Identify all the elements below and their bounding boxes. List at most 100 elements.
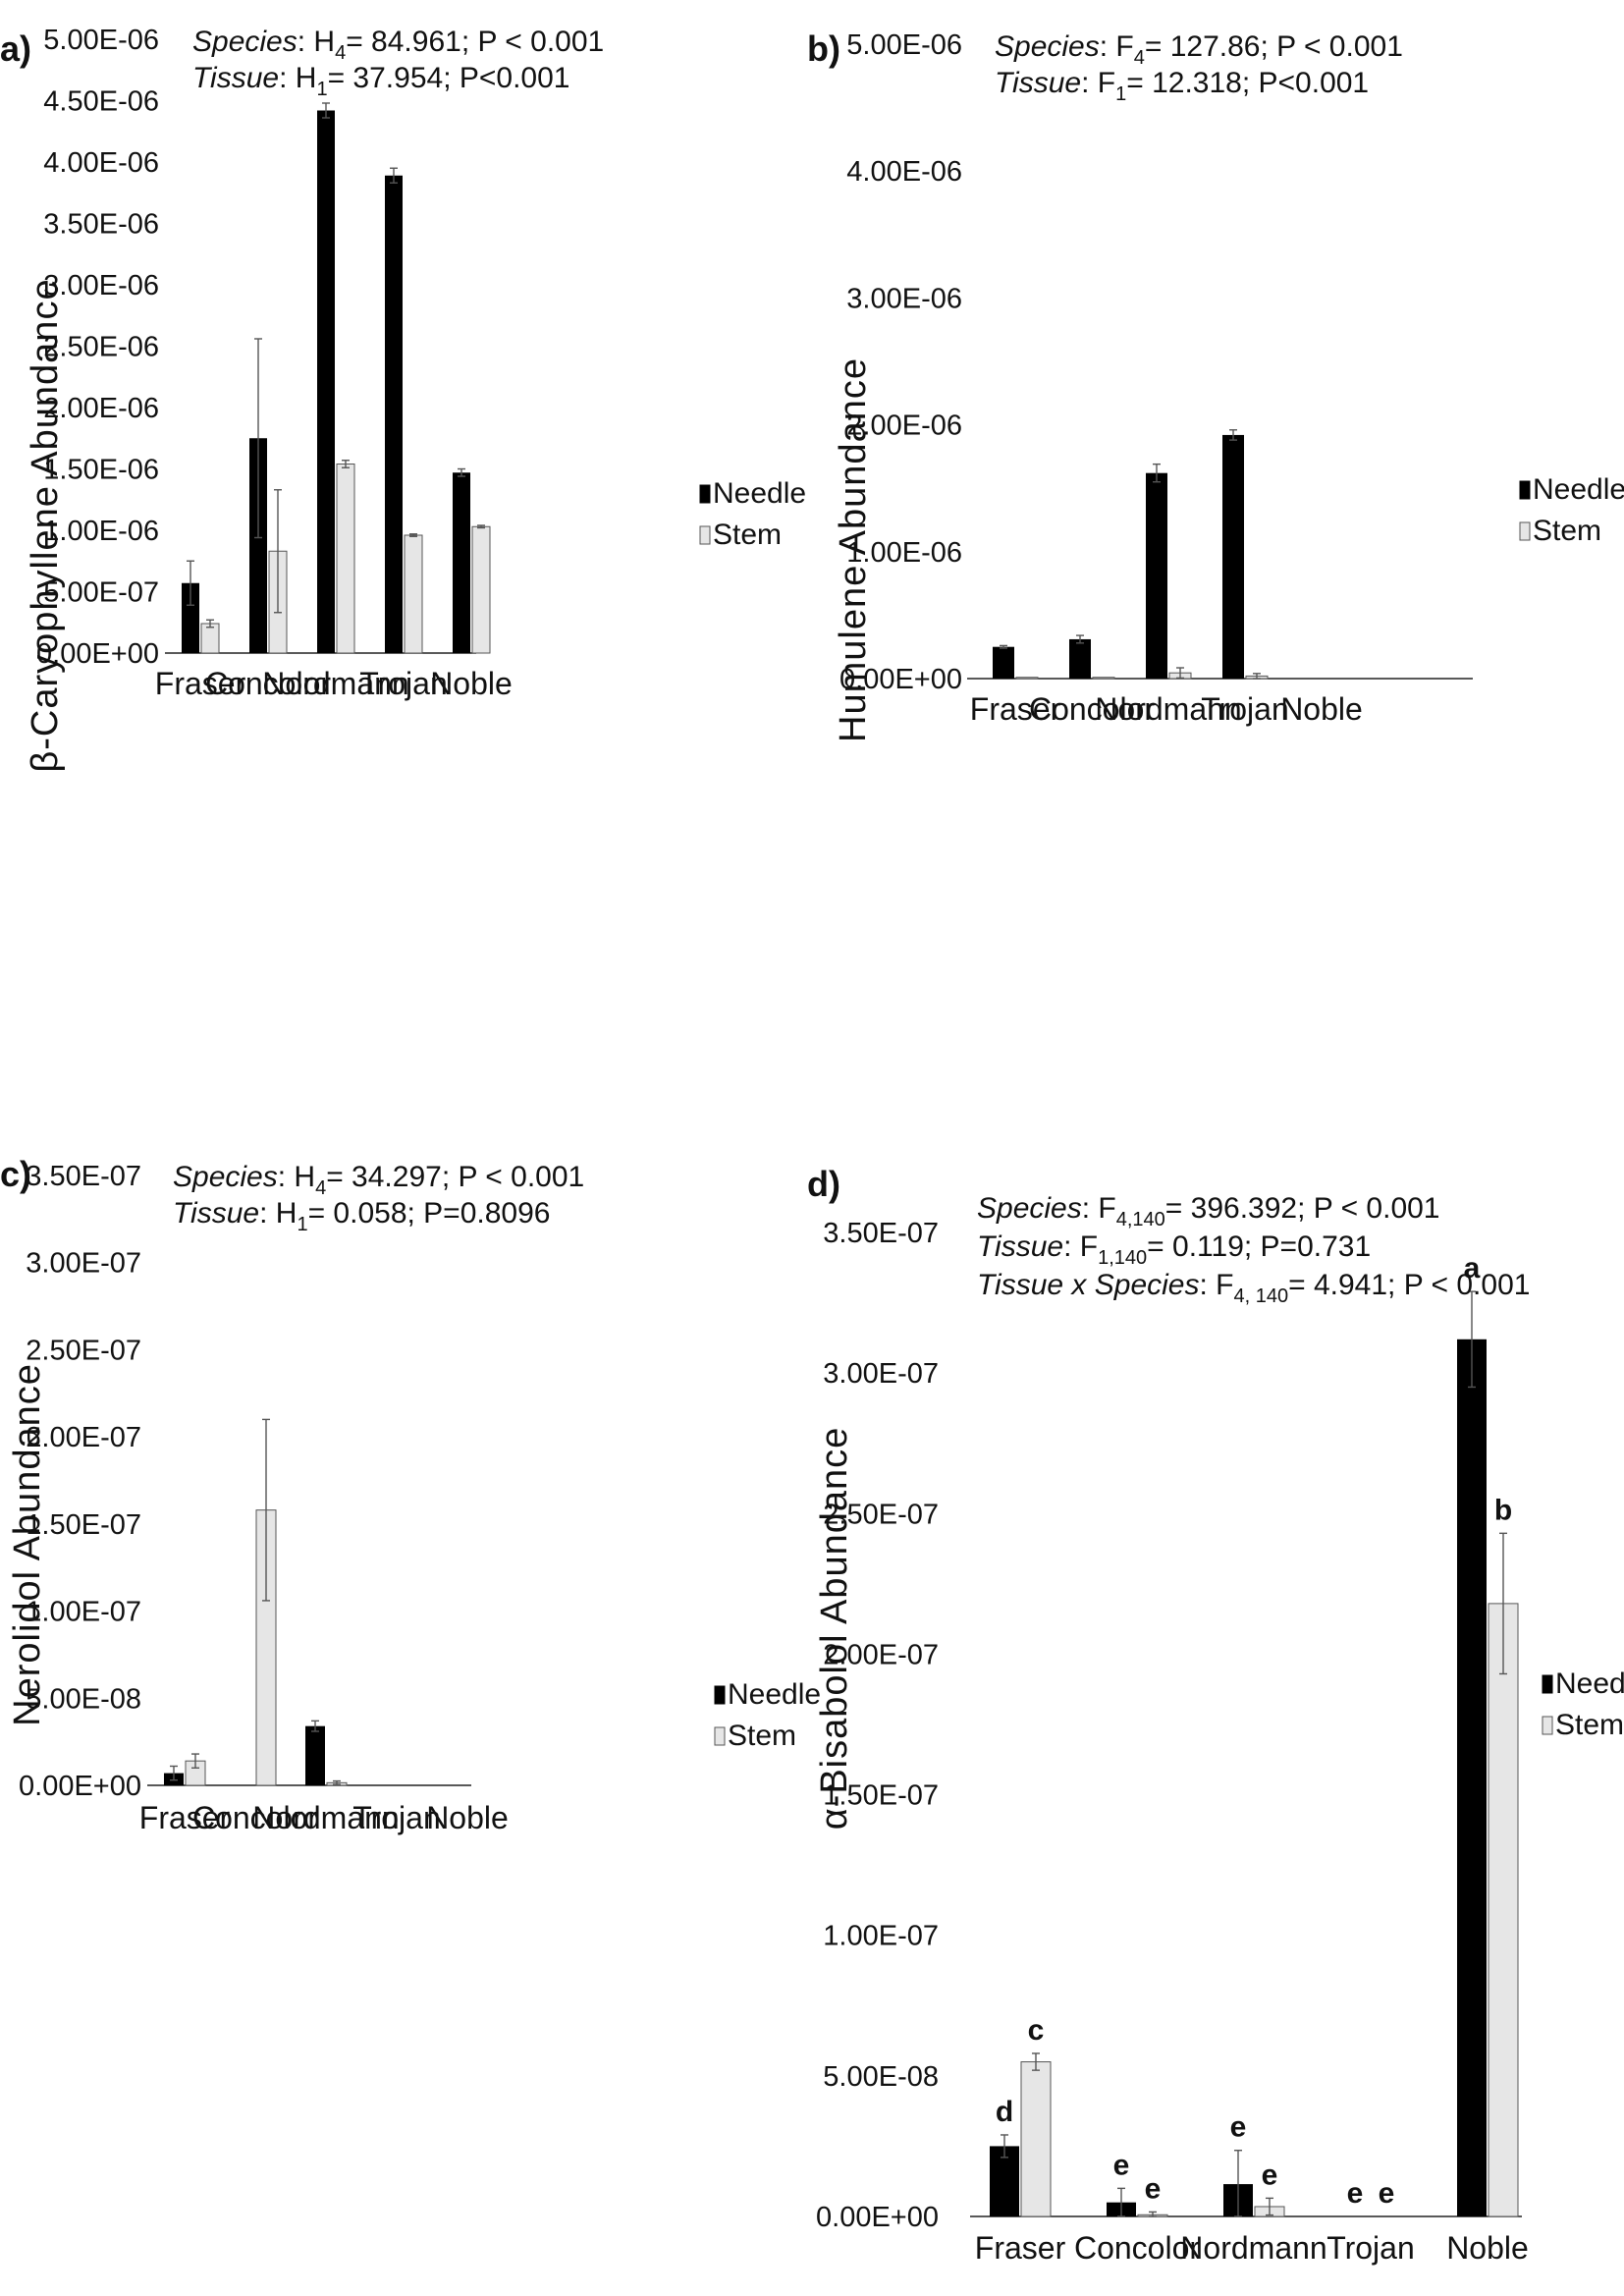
legend-needle-label: Needle: [1555, 1667, 1624, 1700]
y-axis-label: α-Bisabolol Abundance: [814, 1427, 855, 1831]
x-tick-label: Nordmann: [252, 1800, 399, 1835]
y-tick-label: 2.00E-06: [846, 410, 962, 442]
stat-annotation: Species: H4= 34.297; P < 0.001: [173, 1161, 584, 1199]
significance-letter: a: [1464, 1252, 1481, 1285]
stem-bar: [200, 623, 220, 654]
needle-bar: [1457, 1339, 1487, 2216]
panel-label: c): [0, 1154, 31, 1194]
stat-annotation: Tissue: F1= 12.318; P<0.001: [995, 67, 1369, 105]
y-tick-label: 4.50E-06: [43, 86, 159, 118]
x-tick-label: Concolor: [205, 666, 331, 701]
y-tick-label: 0.00E+00: [19, 1771, 141, 1802]
y-tick-label: 2.50E-07: [26, 1335, 141, 1366]
y-tick-label: 5.00E-08: [823, 2061, 939, 2093]
x-tick-label: Noble: [1446, 2230, 1529, 2266]
stat-annotation: Species: F4= 127.86; P < 0.001: [995, 30, 1403, 69]
y-tick-label: 3.50E-06: [43, 209, 159, 241]
legend-stem-label: Stem: [713, 519, 782, 551]
y-axis-label: Nerolidol Abundance: [7, 1363, 48, 1726]
x-tick-label: Fraser: [139, 1800, 231, 1835]
y-tick-label: 3.00E-07: [26, 1248, 141, 1280]
y-tick-label: 0.00E+00: [816, 2202, 939, 2233]
stat-annotation: Tissue x Species: F4, 140= 4.941; P < 0.…: [977, 1269, 1530, 1307]
needle-bar: [1069, 638, 1091, 679]
y-tick-label: 5.00E-08: [26, 1683, 141, 1715]
x-tick-label: Trojan: [352, 1800, 441, 1835]
y-tick-label: 2.50E-06: [43, 332, 159, 363]
stat-annotation: Tissue: H1= 37.954; P<0.001: [192, 62, 569, 100]
y-axis-label: Humulene Abundance: [833, 357, 874, 742]
needle-bar: [249, 438, 267, 653]
y-tick-label: 5.00E-07: [43, 577, 159, 609]
stat-annotation: Tissue: F1,140= 0.119; P=0.731: [977, 1230, 1371, 1269]
legend-needle-label: Needle: [713, 477, 806, 510]
needle-bar: [182, 582, 199, 653]
significance-letter: d: [996, 2096, 1013, 2128]
y-tick-label: 0.00E+00: [839, 664, 962, 695]
needle-bar: [305, 1725, 325, 1785]
chart-panel-c: c) Nerolidol Abundance 0.00E+00 5.00E-08 1.0…: [0, 1154, 821, 1835]
stem-bar: [336, 464, 355, 654]
legend-needle-swatch: [1542, 1674, 1553, 1694]
needle-bar: [385, 175, 403, 653]
y-tick-label: 0.00E+00: [36, 638, 159, 670]
significance-letter: b: [1494, 1494, 1512, 1526]
legend-needle-swatch: [1519, 480, 1531, 500]
significance-letter: c: [1028, 2014, 1045, 2047]
significance-letter: e: [1262, 2159, 1278, 2191]
x-tick-label: Trojan: [1201, 691, 1289, 727]
legend-needle-label: Needle: [1533, 473, 1624, 506]
legend-stem-swatch: [1519, 521, 1531, 541]
needle-bar: [317, 110, 335, 653]
y-tick-label: 1.00E-07: [26, 1597, 141, 1628]
y-tick-label: 4.00E-06: [846, 156, 962, 188]
y-tick-label: 1.50E-06: [43, 455, 159, 486]
y-tick-label: 3.50E-07: [823, 1218, 939, 1249]
y-tick-label: 2.00E-07: [26, 1422, 141, 1453]
y-tick-label: 2.50E-07: [823, 1499, 939, 1530]
stat-annotation: Tissue: H1= 0.058; P=0.8096: [173, 1197, 550, 1235]
stem-bar: [404, 534, 423, 654]
y-tick-label: 1.50E-07: [26, 1509, 141, 1541]
legend-stem-swatch: [714, 1726, 726, 1746]
x-tick-label: Noble: [426, 1800, 509, 1835]
y-axis-label: β-Caryophyllene Abundance: [25, 278, 66, 772]
legend-needle-swatch: [714, 1685, 726, 1705]
stem-bar: [1020, 2061, 1052, 2217]
y-tick-label: 1.00E-07: [823, 1921, 939, 1952]
panel-label: a): [0, 28, 31, 69]
x-tick-label: Noble: [430, 666, 513, 701]
legend-needle-label: Needle: [728, 1678, 821, 1711]
significance-letter: e: [1145, 2172, 1162, 2205]
x-tick-label: Nordmann: [1095, 691, 1241, 727]
stat-annotation: Species: F4,140= 396.392; P < 0.001: [977, 1192, 1440, 1230]
y-tick-label: 5.00E-06: [846, 29, 962, 61]
legend-stem-label: Stem: [1555, 1709, 1624, 1741]
needle-bar: [1222, 434, 1244, 679]
x-tick-label: Concolor: [192, 1800, 318, 1835]
x-tick-label: Fraser: [975, 2230, 1066, 2266]
stat-annotation: Species: H4= 84.961; P < 0.001: [192, 26, 604, 64]
legend-stem-swatch: [699, 525, 711, 545]
legend-stem-swatch: [1542, 1716, 1553, 1735]
y-tick-label: 2.00E-07: [823, 1639, 939, 1670]
chart-panel-d: d) α-Bisabolol Abundance 0.00E+00 5.00E-08 1…: [807, 1164, 1624, 2266]
x-tick-label: Nordmann: [262, 666, 408, 701]
x-tick-label: Trojan: [1326, 2230, 1415, 2266]
panel-label: b): [807, 28, 840, 69]
x-tick-label: Concolor: [1074, 2230, 1200, 2266]
needle-bar: [993, 646, 1014, 679]
x-tick-label: Noble: [1280, 691, 1363, 727]
x-tick-label: Concolor: [1029, 691, 1155, 727]
y-tick-label: 2.00E-06: [43, 393, 159, 424]
significance-letter: e: [1230, 2111, 1247, 2144]
significance-letter: e: [1347, 2177, 1364, 2210]
legend-stem-label: Stem: [1533, 515, 1601, 547]
legend-needle-swatch: [699, 484, 711, 504]
x-tick-label: Nordmann: [1180, 2230, 1326, 2266]
y-tick-label: 1.00E-06: [846, 537, 962, 569]
y-tick-label: 3.00E-07: [823, 1358, 939, 1390]
